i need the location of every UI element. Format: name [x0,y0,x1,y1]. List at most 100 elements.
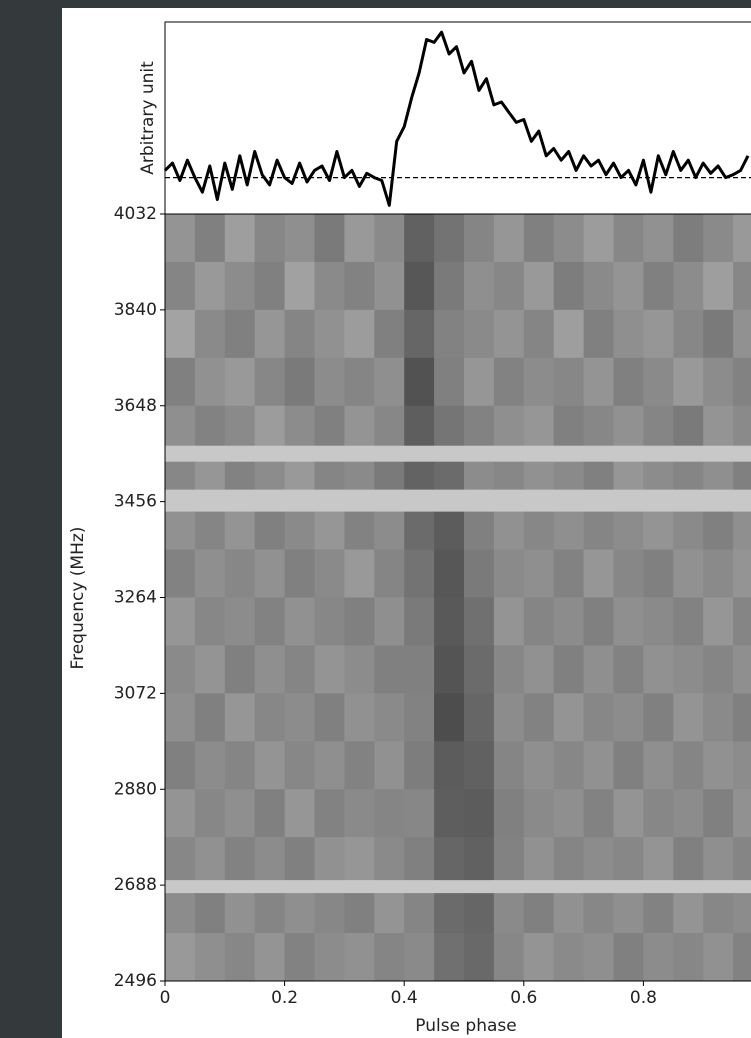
heatmap-cell [254,645,286,694]
heatmap-cell [254,261,286,311]
masked-cell [493,880,525,894]
heatmap-cell [344,549,375,598]
heatmap-cell [374,789,405,838]
heatmap-cell [493,789,525,838]
heatmap-cell [284,741,315,790]
heatmap-cell [374,549,405,598]
heatmap-cell [583,511,614,551]
heatmap-cell [703,789,734,838]
heatmap-cell [194,357,226,407]
heatmap-cell [643,693,674,742]
heatmap-cell [165,933,196,982]
heatmap-cell [434,693,465,742]
masked-cell [314,489,345,513]
heatmap-cell [673,645,704,694]
heatmap-cell [314,693,345,742]
heatmap-cell [254,893,286,934]
heatmap-cell [284,789,315,838]
heatmap-cell [464,837,495,881]
heatmap-cell [224,461,256,491]
heatmap-cell [254,461,286,491]
masked-cell [553,489,585,513]
heatmap-cell [314,549,345,598]
heatmap-cell [284,645,315,694]
heatmap-cell [404,357,435,407]
heatmap-cell [194,837,226,881]
masked-cell [254,489,286,513]
heatmap-cell [733,789,751,838]
heatmap-cell [553,405,585,447]
heatmap-cell [703,511,734,551]
masked-cell [224,445,256,463]
heatmap-cell [643,261,674,311]
heatmap-cell [673,511,704,551]
heatmap-cell [703,549,734,598]
masked-cell [613,880,644,894]
heatmap-cell [523,357,555,407]
heatmap-cell [553,933,585,982]
masked-cell [434,445,465,463]
masked-cell [613,489,644,513]
heatmap-cell [523,893,555,934]
heatmap-cell [434,511,465,551]
heatmap-cell [165,309,196,359]
heatmap-cell [613,461,644,491]
heatmap-cell [314,741,345,790]
heatmap-cell [254,214,286,263]
heatmap-cell [314,511,345,551]
heatmap-cell [434,789,465,838]
heatmap-cell [254,357,286,407]
masked-cell [254,880,286,894]
heatmap-cell [493,693,525,742]
heatmap-cell [703,309,734,359]
heatmap-cell [464,261,495,311]
masked-cell [344,489,375,513]
heatmap-cell [523,309,555,359]
heatmap-cell [374,645,405,694]
heatmap-cell [404,214,435,263]
heatmap-cell [224,214,256,263]
heatmap-cell [733,597,751,646]
heatmap-cell [523,693,555,742]
y-tick-label: 2496 [114,971,157,991]
heatmap-cell [284,357,315,407]
heatmap-cell [344,837,375,881]
y-tick-label: 4032 [114,204,157,224]
heatmap-cell [464,214,495,263]
heatmap-cell [344,405,375,447]
heatmap-cell [493,933,525,982]
heatmap-cell [553,357,585,407]
masked-cell [464,489,495,513]
heatmap-cell [703,357,734,407]
heatmap-cell [583,893,614,934]
heatmap-cell [284,261,315,311]
heatmap-cell [673,214,704,263]
heatmap-cell [613,261,644,311]
heatmap-cell [434,309,465,359]
masked-cell [344,445,375,463]
heatmap-cell [613,645,644,694]
heatmap-cell [493,309,525,359]
heatmap-cell [224,357,256,407]
heatmap-cell [553,893,585,934]
heatmap-cell [254,511,286,551]
heatmap-cell [404,933,435,982]
heatmap-cell [673,693,704,742]
heatmap-cell [613,741,644,790]
masked-cell [583,489,614,513]
heatmap-cell [434,933,465,982]
heatmap-cell [523,214,555,263]
masked-cell [374,880,405,894]
heatmap-cell [284,405,315,447]
heatmap-cell [673,357,704,407]
heatmap-cell [165,789,196,838]
masked-cell [493,445,525,463]
heatmap-cell [553,461,585,491]
masked-cell [673,489,704,513]
heatmap-cell [314,893,345,934]
heatmap-cell [344,597,375,646]
heatmap-cell [374,461,405,491]
masked-cell [434,880,465,894]
heatmap-cell [314,597,345,646]
